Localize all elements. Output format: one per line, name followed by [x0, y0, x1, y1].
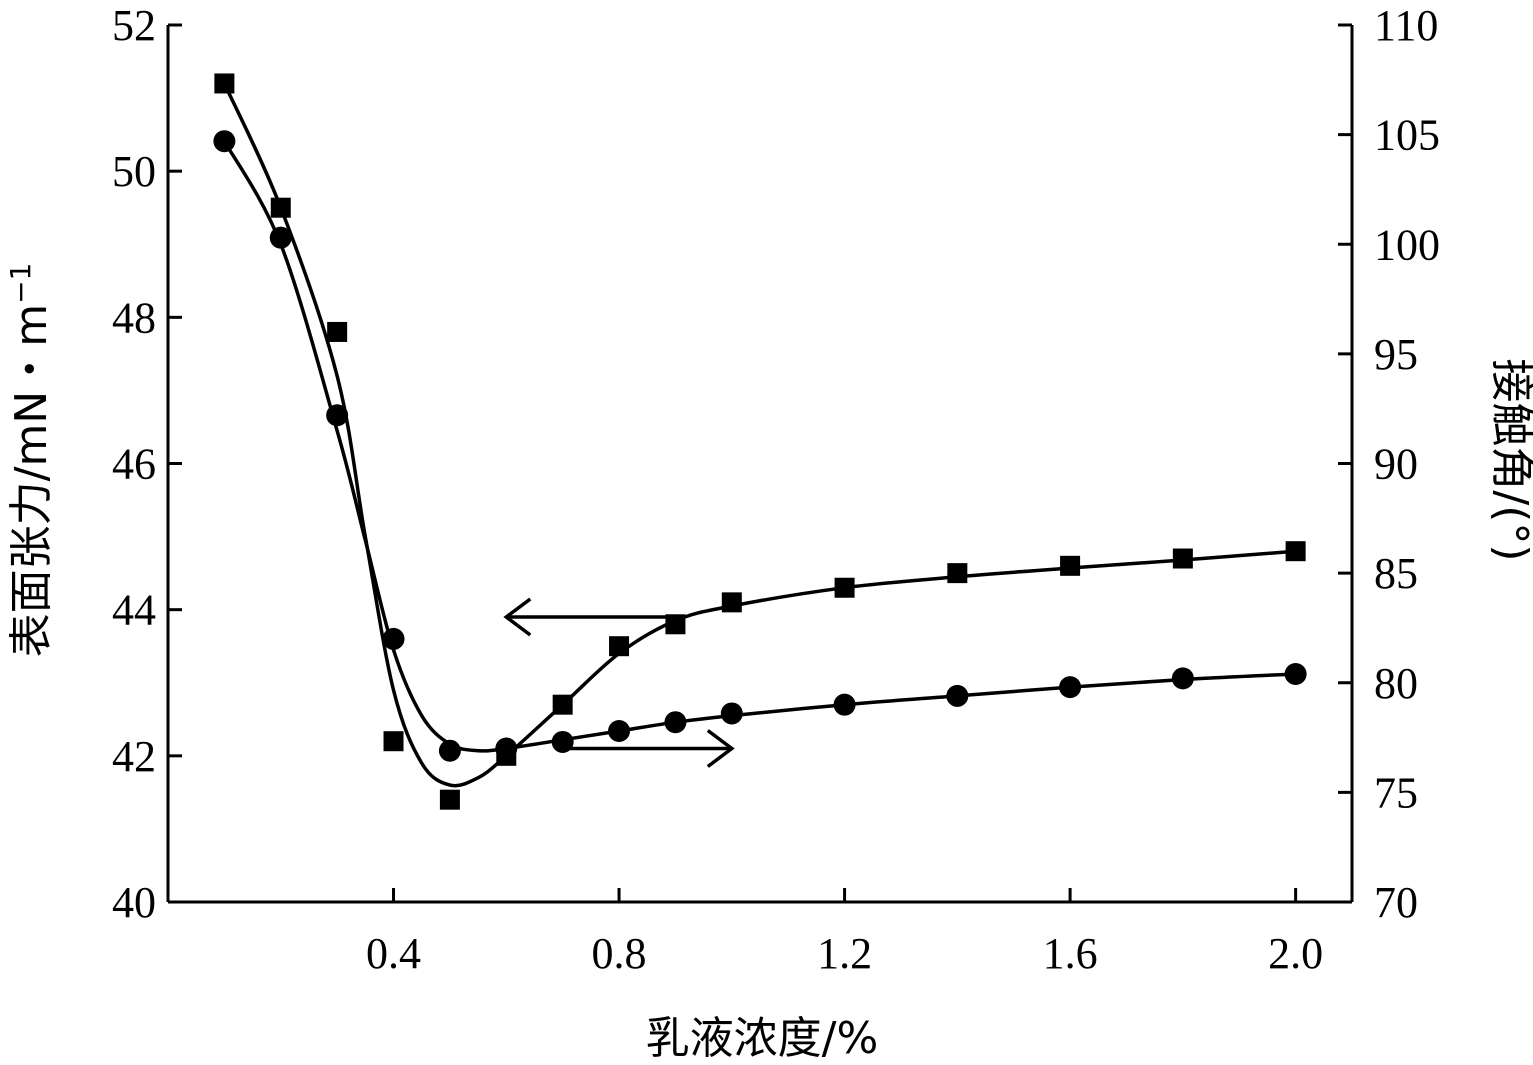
left-y-tick-label: 46 [112, 440, 156, 489]
circle-data-point [720, 702, 743, 725]
square-data-point [552, 694, 573, 715]
arrow-right-head [706, 729, 735, 768]
x-tick-label: 0.4 [366, 929, 421, 978]
circle-data-point [269, 226, 292, 249]
right-y-tick-label: 105 [1374, 111, 1440, 160]
square-data-point [609, 636, 630, 657]
x-tick-label: 2.0 [1268, 929, 1323, 978]
left-y-tick-label: 50 [112, 147, 156, 196]
square-data-point [327, 321, 348, 342]
left-axis-fit-curve [222, 82, 1296, 788]
square-data-point [270, 197, 291, 218]
right-y-tick-label: 90 [1374, 440, 1418, 489]
right-y-tick-label: 75 [1374, 768, 1418, 817]
left-y-tick-label: 48 [112, 293, 156, 342]
circle-data-point [213, 130, 236, 153]
right-y-tick-label: 95 [1374, 330, 1418, 379]
circle-data-point [382, 627, 405, 650]
data-markers [213, 73, 1307, 810]
left-y-tick-label: 42 [112, 732, 156, 781]
right-y-tick-label: 85 [1374, 549, 1418, 598]
square-data-point [439, 789, 460, 810]
square-data-point [834, 577, 855, 598]
square-data-point [665, 614, 686, 635]
square-data-point [383, 731, 404, 752]
right-y-tick-label: 110 [1374, 1, 1438, 50]
square-data-point [1285, 541, 1306, 562]
circle-data-point [833, 693, 856, 716]
circle-data-point [664, 711, 687, 734]
circle-data-point [608, 719, 631, 742]
right-axis-fit-curve [222, 140, 1296, 753]
left-y-axis-title-main: 表面张力/mN・m [6, 304, 57, 657]
left-y-axis-title-superscript: −1 [4, 263, 37, 304]
square-data-point [721, 592, 742, 613]
right-y-tick-label: 70 [1374, 878, 1418, 927]
left-y-axis-title: 表面张力/mN・m−1 [4, 263, 57, 658]
annotations [503, 597, 735, 768]
circle-data-point [326, 404, 349, 427]
fit-curves [222, 82, 1296, 788]
ticks: 40 42 44 46 48 50 52 70 75 80 85 90 95 100 105 110 0.4 0.… [112, 1, 1440, 978]
x-tick-label: 1.2 [817, 929, 872, 978]
square-data-point [947, 563, 968, 584]
circle-data-point [1171, 667, 1194, 690]
arrow-left-head [503, 597, 532, 637]
right-y-tick-label: 100 [1374, 220, 1440, 269]
x-tick-label: 1.6 [1043, 929, 1098, 978]
left-y-tick-label: 44 [112, 586, 156, 635]
circle-data-point [1284, 662, 1307, 685]
right-y-axis-title: 接触角/(°) [1486, 358, 1533, 561]
square-data-point [1060, 555, 1081, 576]
circle-data-point [495, 737, 518, 760]
circle-data-point [438, 739, 461, 762]
square-data-point [1172, 548, 1193, 569]
left-y-tick-label: 40 [112, 878, 156, 927]
right-y-tick-label: 80 [1374, 659, 1418, 708]
circle-data-point [1059, 676, 1082, 699]
left-y-tick-label: 52 [112, 1, 156, 50]
x-axis-title: 乳液浓度/% [646, 1013, 879, 1064]
circle-data-point [946, 684, 969, 707]
square-data-point [214, 73, 235, 94]
x-tick-label: 0.8 [592, 929, 647, 978]
